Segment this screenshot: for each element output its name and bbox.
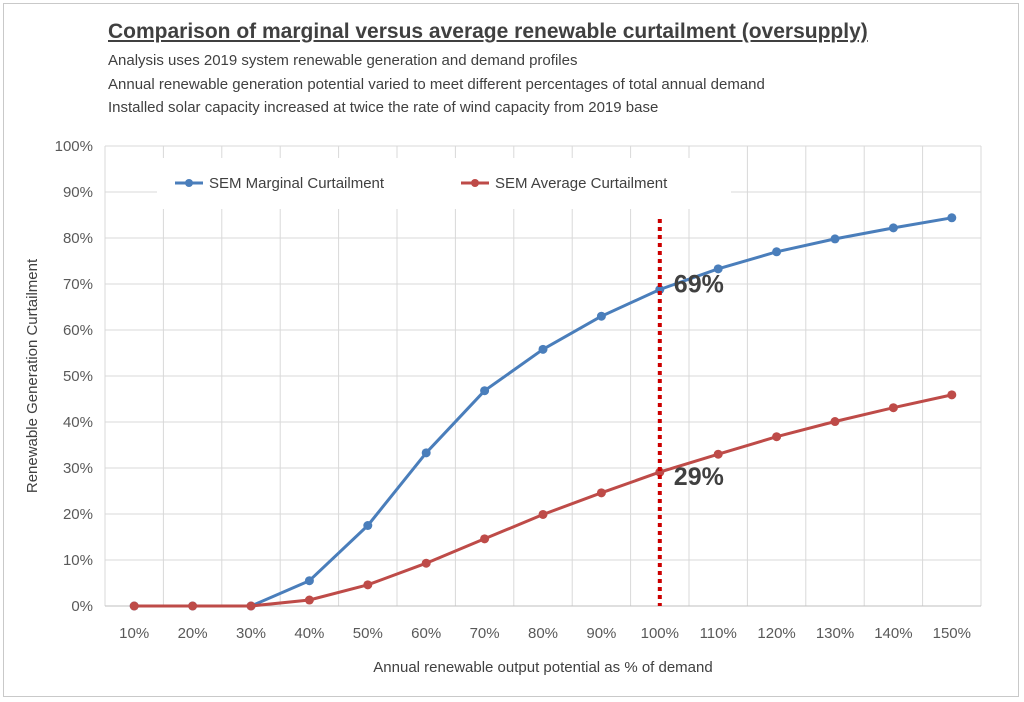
x-tick-label: 150% (933, 625, 971, 642)
x-tick-label: 80% (528, 625, 558, 642)
data-point-series-2 (596, 488, 606, 498)
x-tick-label: 110% (700, 625, 737, 642)
data-point-series-2 (421, 558, 431, 568)
data-point-series-1 (947, 213, 957, 223)
data-point-series-2 (480, 534, 490, 544)
data-point-series-1 (655, 285, 665, 295)
x-tick-label: 40% (294, 625, 324, 642)
y-tick-label: 20% (63, 506, 93, 523)
y-tick-label: 0% (71, 598, 93, 615)
chart-title: Comparison of marginal versus average re… (108, 20, 868, 43)
data-point-series-1 (304, 576, 314, 586)
annotation-average: 29% (674, 463, 724, 491)
data-point-series-1 (480, 386, 490, 396)
x-tick-label: 30% (236, 625, 266, 642)
data-point-series-1 (772, 247, 782, 257)
data-point-series-2 (888, 403, 898, 413)
series-line-2 (134, 393, 953, 608)
y-axis-title: Renewable Generation Curtailment (24, 258, 41, 493)
data-point-series-2 (363, 580, 373, 590)
data-point-series-2 (188, 601, 198, 611)
legend-marker-2 (471, 179, 479, 187)
data-point-series-2 (655, 467, 665, 477)
data-point-series-2 (713, 449, 723, 459)
x-tick-label: 70% (470, 625, 500, 642)
x-tick-label: 140% (874, 625, 912, 642)
data-point-series-1 (538, 344, 548, 354)
legend-marker-1 (185, 179, 193, 187)
y-tick-label: 40% (63, 414, 93, 431)
y-tick-label: 70% (63, 276, 93, 293)
chart-subtitle-1: Analysis uses 2019 system renewable gene… (108, 52, 578, 69)
series-line-1 (134, 216, 953, 608)
data-point-series-2 (772, 432, 782, 442)
y-tick-label: 30% (63, 460, 93, 477)
data-point-series-1 (713, 264, 723, 274)
annotation-marginal: 69% (674, 271, 724, 299)
x-tick-label: 60% (411, 625, 441, 642)
y-tick-label: 50% (63, 368, 93, 385)
y-tick-label: 10% (63, 552, 93, 569)
chart-subtitle-2: Annual renewable generation potential va… (108, 76, 765, 93)
x-tick-label: 20% (178, 625, 208, 642)
x-tick-label: 100% (641, 625, 679, 642)
data-point-series-2 (538, 509, 548, 519)
data-point-series-2 (304, 595, 314, 605)
x-tick-label: 10% (119, 625, 149, 642)
y-tick-label: 90% (63, 184, 93, 201)
legend-label-1: SEM Marginal Curtailment (209, 175, 385, 192)
data-point-series-1 (596, 311, 606, 321)
x-tick-label: 120% (757, 625, 795, 642)
x-tick-label: 130% (816, 625, 854, 642)
x-axis-title: Annual renewable output potential as % o… (373, 659, 712, 676)
chart-frame (3, 3, 1019, 697)
y-tick-label: 60% (63, 322, 93, 339)
y-tick-label: 100% (55, 138, 93, 155)
data-point-series-1 (421, 448, 431, 458)
x-tick-label: 50% (353, 625, 383, 642)
data-point-series-2 (246, 601, 256, 611)
data-point-series-2 (947, 390, 957, 400)
data-point-series-2 (129, 601, 139, 611)
data-point-series-1 (830, 234, 840, 244)
data-point-series-1 (363, 521, 373, 530)
data-point-series-2 (830, 417, 840, 427)
chart-subtitle-3: Installed solar capacity increased at tw… (108, 99, 659, 116)
y-tick-label: 80% (63, 230, 93, 247)
data-point-series-1 (888, 223, 898, 233)
x-tick-label: 90% (586, 625, 616, 642)
legend-box (157, 158, 731, 209)
legend-label-2: SEM Average Curtailment (495, 175, 668, 192)
